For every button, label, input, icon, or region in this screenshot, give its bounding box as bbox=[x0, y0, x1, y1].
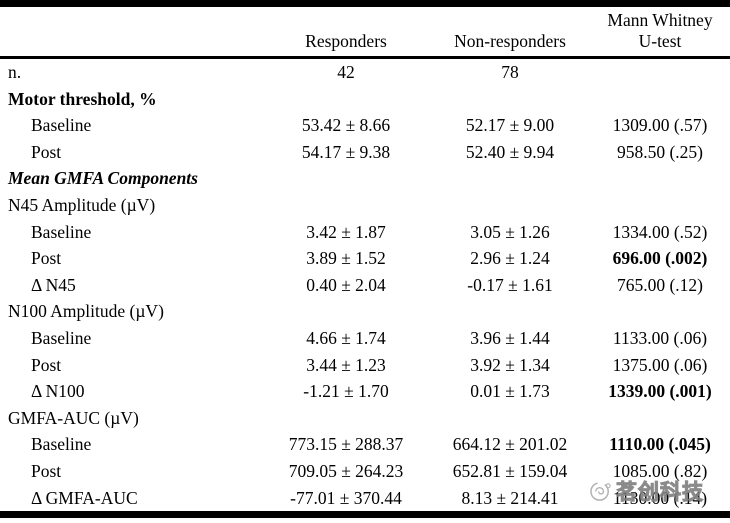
nonresponders-value bbox=[430, 405, 590, 432]
row-label: Baseline bbox=[31, 115, 92, 136]
nonresponders-value: 8.13 ± 214.41 bbox=[461, 487, 559, 508]
table-row: Mean GMFA Components bbox=[0, 165, 730, 192]
table-body: n. 42 78 Motor threshold, % Baseline 53.42 ± … bbox=[0, 58, 730, 515]
header-row: Responders Non-responders Mann Whitney U… bbox=[0, 4, 730, 58]
row-label: n. bbox=[8, 62, 22, 82]
row-label: N45 Amplitude (µV) bbox=[8, 194, 156, 215]
utest-value bbox=[590, 165, 730, 192]
row-label: Δ N100 bbox=[31, 381, 85, 402]
row-label: Post bbox=[31, 460, 62, 481]
responders-value bbox=[262, 192, 430, 219]
row-label: Baseline bbox=[31, 221, 92, 242]
table-row: Baseline 4.66 ± 1.74 3.96 ± 1.44 1133.00 (.… bbox=[0, 325, 730, 352]
nonresponders-value: 52.17 ± 9.00 bbox=[465, 115, 555, 136]
table-row: Baseline 53.42 ± 8.66 52.17 ± 9.00 1309.00 … bbox=[0, 112, 730, 139]
utest-value: 1339.00 (.001) bbox=[608, 381, 712, 402]
table-row: Post 54.17 ± 9.38 52.40 ± 9.94 958.50 (.25) bbox=[0, 139, 730, 166]
nonresponders-value: 664.12 ± 201.02 bbox=[452, 434, 568, 455]
row-label: Baseline bbox=[31, 434, 92, 455]
responders-value: -1.21 ± 1.70 bbox=[303, 381, 389, 402]
table-row: N45 Amplitude (µV) bbox=[0, 192, 730, 219]
responders-value: 3.42 ± 1.87 bbox=[306, 221, 386, 242]
row-label: Post bbox=[31, 354, 62, 375]
responders-value: 0.40 ± 2.04 bbox=[306, 274, 386, 295]
utest-value: 1130.00 (.14) bbox=[612, 487, 708, 508]
utest-value: 1085.00 (.82) bbox=[612, 460, 708, 481]
table-row: Motor threshold, % bbox=[0, 86, 730, 113]
table-row: Post 709.05 ± 264.23 652.81 ± 159.04 1085.0… bbox=[0, 458, 730, 485]
row-label: Motor threshold, % bbox=[8, 88, 157, 109]
table-row: Post 3.89 ± 1.52 2.96 ± 1.24 696.00 (.002) bbox=[0, 245, 730, 272]
utest-value: 765.00 (.12) bbox=[616, 274, 704, 295]
row-label: Δ N45 bbox=[31, 274, 76, 295]
corner-cell bbox=[0, 4, 262, 58]
utest-value: 1133.00 (.06) bbox=[612, 327, 708, 348]
responders-value bbox=[262, 165, 430, 192]
responders-value bbox=[262, 86, 430, 113]
row-label: Mean GMFA Components bbox=[8, 168, 198, 189]
nonresponders-value bbox=[430, 298, 590, 325]
nonresponders-value: 3.92 ± 1.34 bbox=[470, 354, 550, 375]
table-row: Baseline 3.42 ± 1.87 3.05 ± 1.26 1334.00 (.… bbox=[0, 219, 730, 246]
utest-value: 1110.00 (.045) bbox=[609, 434, 711, 455]
responders-value: 3.44 ± 1.23 bbox=[306, 354, 386, 375]
table-row: Baseline 773.15 ± 288.37 664.12 ± 201.02 11… bbox=[0, 431, 730, 458]
nonresponders-value bbox=[430, 192, 590, 219]
responders-value: 773.15 ± 288.37 bbox=[288, 434, 404, 455]
table-row: Δ GMFA-AUC -77.01 ± 370.44 8.13 ± 214.41 11… bbox=[0, 485, 730, 515]
row-label: GMFA-AUC (µV) bbox=[8, 407, 139, 428]
utest-value bbox=[590, 298, 730, 325]
column-header-responders: Responders bbox=[305, 31, 387, 51]
column-header-nonresponders: Non-responders bbox=[454, 31, 566, 51]
utest-value bbox=[590, 192, 730, 219]
nonresponders-value: 652.81 ± 159.04 bbox=[452, 460, 568, 481]
responders-value: 4.66 ± 1.74 bbox=[306, 327, 386, 348]
nonresponders-value bbox=[430, 86, 590, 113]
nonresponders-value: -0.17 ± 1.61 bbox=[467, 274, 553, 295]
row-label: Baseline bbox=[31, 327, 92, 348]
nonresponders-value: 2.96 ± 1.24 bbox=[470, 248, 550, 269]
table-row: Δ N100 -1.21 ± 1.70 0.01 ± 1.73 1339.00 (.0… bbox=[0, 378, 730, 405]
utest-value: 958.50 (.25) bbox=[616, 141, 704, 162]
table-row: Δ N45 0.40 ± 2.04 -0.17 ± 1.61 765.00 (.12) bbox=[0, 272, 730, 299]
responders-value: 709.05 ± 264.23 bbox=[288, 460, 404, 481]
utest-value: 1375.00 (.06) bbox=[612, 354, 708, 375]
utest-header-line1: Mann Whitney bbox=[607, 10, 713, 30]
nonresponders-value: 0.01 ± 1.73 bbox=[470, 381, 550, 402]
responders-value: 53.42 ± 8.66 bbox=[301, 115, 391, 136]
row-label: N100 Amplitude (µV) bbox=[8, 301, 164, 322]
utest-value: 1334.00 (.52) bbox=[612, 221, 708, 242]
nonresponders-value: 3.96 ± 1.44 bbox=[470, 327, 550, 348]
nonresponders-value bbox=[430, 165, 590, 192]
table-row: n. 42 78 bbox=[0, 58, 730, 86]
responders-value bbox=[262, 405, 430, 432]
row-label: Post bbox=[31, 141, 62, 162]
nonresponders-value: 3.05 ± 1.26 bbox=[470, 221, 550, 242]
table-header: Responders Non-responders Mann Whitney U… bbox=[0, 4, 730, 58]
utest-value: 1309.00 (.57) bbox=[612, 115, 708, 136]
responders-value: 42 bbox=[337, 62, 355, 82]
table-row: GMFA-AUC (µV) bbox=[0, 405, 730, 432]
responders-value: 3.89 ± 1.52 bbox=[306, 248, 386, 269]
responders-value: 54.17 ± 9.38 bbox=[301, 141, 391, 162]
column-header-utest: Mann Whitney U-test bbox=[590, 4, 730, 58]
responders-value bbox=[262, 298, 430, 325]
utest-header-line2: U-test bbox=[638, 31, 682, 51]
table-row: Post 3.44 ± 1.23 3.92 ± 1.34 1375.00 (.06) bbox=[0, 352, 730, 379]
nonresponders-value: 52.40 ± 9.94 bbox=[465, 141, 555, 162]
row-label: Post bbox=[31, 248, 62, 269]
responders-value: -77.01 ± 370.44 bbox=[290, 487, 402, 508]
table-row: N100 Amplitude (µV) bbox=[0, 298, 730, 325]
row-label: Δ GMFA-AUC bbox=[31, 487, 138, 508]
utest-value bbox=[590, 405, 730, 432]
utest-value bbox=[590, 86, 730, 113]
utest-value: 696.00 (.002) bbox=[612, 248, 708, 269]
utest-value bbox=[590, 58, 730, 86]
nonresponders-value: 78 bbox=[501, 62, 519, 82]
